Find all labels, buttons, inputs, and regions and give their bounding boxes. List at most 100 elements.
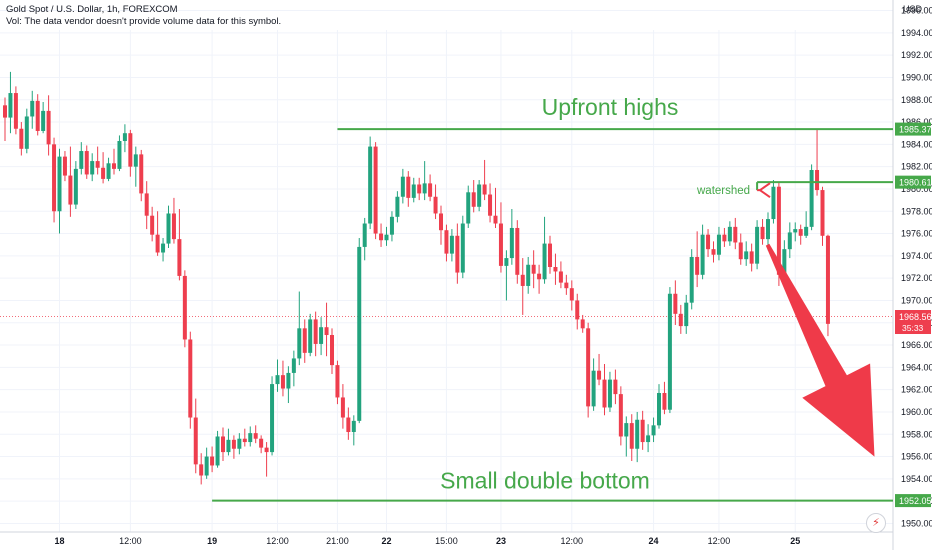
candle bbox=[662, 381, 667, 415]
candle-body bbox=[575, 300, 580, 320]
current-price-tag-bg bbox=[895, 310, 931, 335]
candle bbox=[73, 161, 78, 210]
candle-body bbox=[646, 435, 651, 443]
candle-body bbox=[139, 154, 144, 194]
countdown-label: 35:33 bbox=[902, 323, 924, 333]
time-tick-label: 12:00 bbox=[119, 536, 142, 546]
candle-body bbox=[798, 229, 803, 236]
candle bbox=[357, 238, 362, 424]
candle bbox=[455, 223, 460, 284]
candle bbox=[689, 249, 694, 310]
candle bbox=[280, 360, 285, 397]
candle bbox=[368, 136, 373, 230]
candle-body bbox=[455, 235, 460, 273]
candle bbox=[30, 90, 35, 129]
candle-body bbox=[144, 193, 149, 216]
price-tick-label: 1976.00 bbox=[901, 229, 932, 239]
candle-body bbox=[564, 282, 569, 289]
watershed-label: watershed bbox=[696, 185, 750, 197]
time-tick-label: 15:00 bbox=[435, 536, 458, 546]
candle-body bbox=[716, 234, 721, 255]
candle bbox=[771, 180, 776, 224]
time-tick-label: 12:00 bbox=[561, 536, 584, 546]
candle-body bbox=[155, 234, 160, 253]
candle bbox=[161, 238, 166, 262]
candle-body bbox=[498, 223, 503, 266]
candle-body bbox=[640, 419, 645, 443]
tradingview-lightning-icon[interactable]: ⚡ bbox=[866, 513, 886, 533]
candle bbox=[711, 241, 716, 263]
candle-body bbox=[182, 275, 187, 340]
annotations: Upfront highs watershed Small double botto… bbox=[212, 94, 893, 502]
candle bbox=[231, 435, 236, 459]
candle-body bbox=[340, 397, 345, 418]
candle bbox=[286, 366, 291, 404]
candle-body bbox=[607, 379, 612, 408]
candle bbox=[673, 280, 678, 325]
candle bbox=[57, 148, 62, 234]
candle-body bbox=[439, 213, 443, 231]
candle-body bbox=[586, 328, 591, 407]
candle bbox=[635, 411, 640, 463]
candle bbox=[248, 426, 253, 447]
candle-body bbox=[629, 423, 634, 449]
candle-body bbox=[199, 464, 204, 476]
candle-body bbox=[324, 327, 329, 336]
candle-body bbox=[373, 146, 378, 234]
candle-body bbox=[13, 93, 18, 129]
candle bbox=[8, 71, 13, 134]
candle-body bbox=[330, 335, 334, 366]
candle-body bbox=[700, 234, 705, 275]
candle-body bbox=[613, 379, 618, 395]
candle-body bbox=[471, 192, 476, 207]
candle bbox=[471, 180, 476, 213]
candle-body bbox=[112, 163, 116, 169]
candle bbox=[575, 293, 580, 330]
candle bbox=[498, 202, 503, 273]
candle-body bbox=[444, 230, 449, 254]
price-tick-label: 1974.00 bbox=[901, 251, 932, 261]
candle-body bbox=[90, 161, 95, 175]
candle-body bbox=[553, 267, 558, 272]
candle-body bbox=[515, 227, 520, 275]
candle bbox=[640, 410, 645, 450]
symbol-title: Gold Spot / U.S. Dollar, 1h, FOREXCOM bbox=[6, 4, 178, 15]
candle bbox=[766, 212, 770, 251]
price-tag-label: 1980.61 bbox=[899, 178, 932, 188]
candle-body bbox=[400, 176, 405, 197]
candle-body bbox=[722, 234, 727, 242]
candle bbox=[133, 146, 138, 187]
candle bbox=[515, 220, 520, 284]
candle bbox=[68, 146, 73, 217]
candle bbox=[651, 417, 656, 443]
candle bbox=[602, 364, 607, 416]
candle bbox=[155, 211, 160, 256]
candle bbox=[553, 253, 558, 285]
price-tag-bg bbox=[895, 494, 931, 508]
candle-body bbox=[509, 227, 514, 259]
candle bbox=[439, 205, 443, 245]
candle bbox=[667, 287, 672, 414]
time-tick-label: 21:00 bbox=[326, 536, 349, 546]
candle bbox=[351, 415, 356, 446]
currency-label[interactable]: USD bbox=[903, 4, 923, 14]
candle-body bbox=[411, 184, 416, 198]
candle-body bbox=[253, 433, 258, 439]
candle bbox=[580, 314, 585, 333]
candle bbox=[526, 256, 531, 294]
candle-body bbox=[678, 313, 683, 327]
price-tick-label: 1992.00 bbox=[901, 50, 932, 60]
candle bbox=[749, 243, 754, 272]
candle bbox=[569, 280, 574, 311]
candle-body bbox=[117, 141, 122, 169]
candle bbox=[558, 261, 563, 289]
price-tick-label: 1972.00 bbox=[901, 273, 932, 283]
candle-body bbox=[602, 379, 607, 408]
candle bbox=[482, 159, 487, 201]
candle bbox=[531, 250, 536, 289]
candle bbox=[253, 425, 258, 444]
candle bbox=[733, 217, 738, 250]
candle-body bbox=[73, 168, 78, 205]
